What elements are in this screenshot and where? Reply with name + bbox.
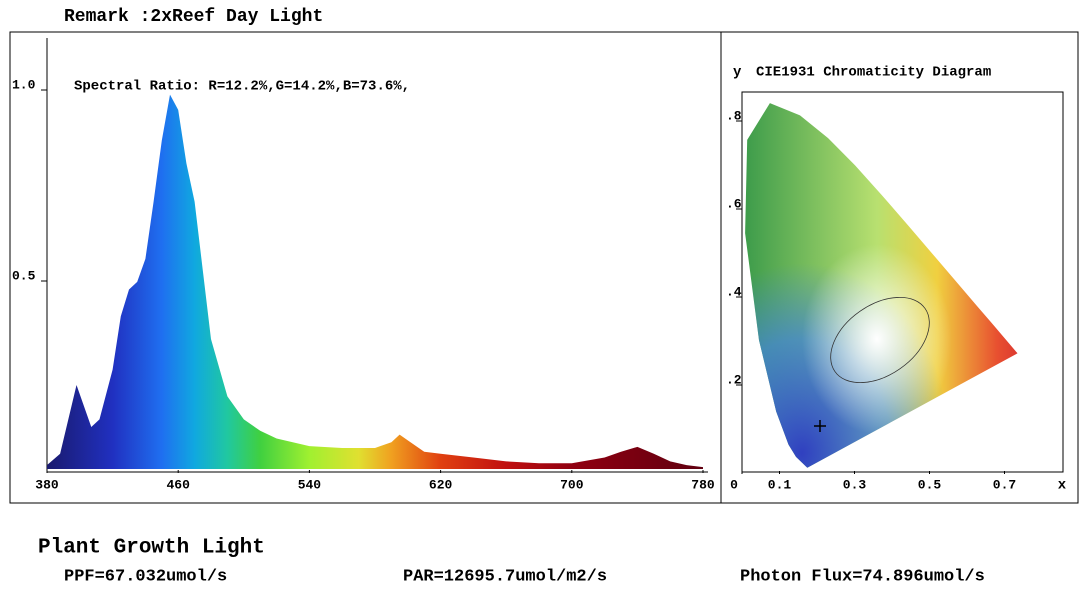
x-tick-label: 700 xyxy=(560,477,584,492)
x-tick-label: 0.3 xyxy=(843,477,867,492)
cie-locus xyxy=(745,103,1018,468)
annotation: Spectral Ratio: R=12.2%,G=14.2%,B=73.6%, xyxy=(74,79,410,95)
x-tick-label: 460 xyxy=(166,477,190,492)
x-tick-label: 0.1 xyxy=(768,477,792,492)
x-tick-label: 620 xyxy=(429,477,453,492)
y-tick-label: .2 xyxy=(726,372,742,387)
x-axis-label: x xyxy=(1058,478,1067,494)
spectrum-area xyxy=(47,94,703,469)
y-tick-label: .4 xyxy=(726,284,742,299)
footer-title: Plant Growth Light xyxy=(38,537,265,560)
chart-title: CIE1931 Chromaticity Diagram xyxy=(756,65,991,81)
chromaticity-point xyxy=(814,420,826,432)
y-axis-label: y xyxy=(733,65,742,81)
y-tick-label: 1.0 xyxy=(12,77,36,92)
ppf: PPF=67.032umol/s xyxy=(64,567,227,586)
y-tick-label: 0.5 xyxy=(12,268,36,283)
cie-frame xyxy=(741,91,1064,473)
par: PAR=12695.7umol/m2/s xyxy=(403,567,607,586)
outer-frame xyxy=(9,31,1079,504)
x-tick-label: 0 xyxy=(730,477,738,492)
photon-flux: Photon Flux=74.896umol/s xyxy=(740,567,985,586)
x-tick-label: 0.5 xyxy=(918,477,942,492)
x-tick-label: 380 xyxy=(35,477,59,492)
y-tick-label: .8 xyxy=(726,108,742,123)
x-tick-label: 540 xyxy=(298,477,322,492)
remark: Remark :2xReef Day Light xyxy=(64,7,323,27)
x-tick-label: 0.7 xyxy=(993,477,1016,492)
x-tick-label: 780 xyxy=(691,477,715,492)
y-tick-label: .6 xyxy=(726,196,742,211)
